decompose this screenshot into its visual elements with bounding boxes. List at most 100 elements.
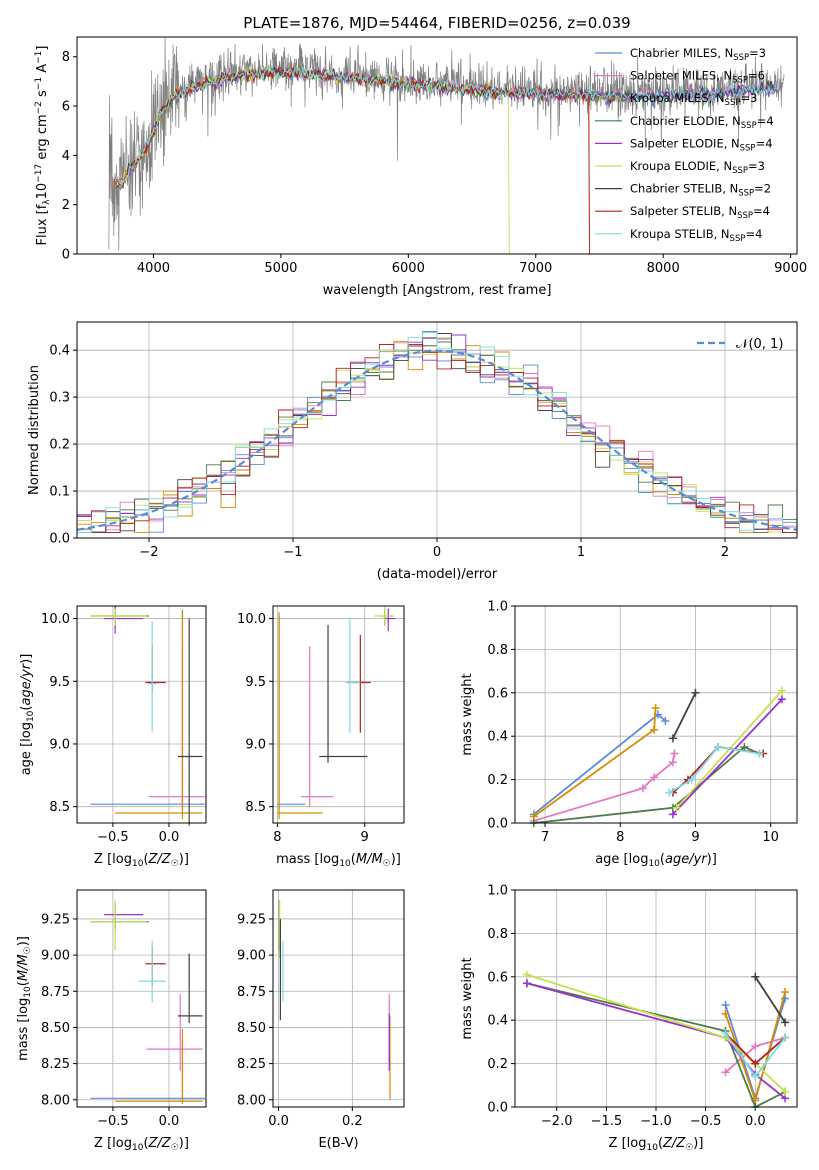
- y-tick-label: 0.2: [49, 438, 70, 453]
- x-axis-label: Z [log10(Z/Z☉)]: [609, 1136, 704, 1153]
- series-point: [670, 749, 679, 758]
- error-point-salpeter_stelib: [145, 946, 166, 986]
- error-point-salpeter_elodie: [103, 903, 144, 930]
- plot-area: [529, 686, 786, 827]
- x-tick-label: 8: [273, 830, 281, 845]
- y-tick-label: 8.5: [245, 800, 266, 815]
- series-point: [691, 688, 700, 697]
- series-point: [755, 749, 764, 758]
- error-point-kroupa_elodie: [374, 606, 394, 627]
- series-point: [522, 970, 531, 979]
- y-tick-label: 0.2: [487, 773, 508, 788]
- series-point: [740, 743, 749, 752]
- error-point-chabrier_miles: [90, 609, 205, 811]
- series-point: [781, 1087, 790, 1096]
- series-chabrier_stelib: [751, 972, 790, 1027]
- histogram-salpeter_stelib: [77, 344, 797, 533]
- error-point-kroupa_miles: [115, 612, 203, 820]
- x-tick-label: 0.2: [342, 1114, 363, 1129]
- y-tick-label: 1.0: [487, 884, 508, 899]
- series-point: [751, 1059, 760, 1068]
- plot-area: [108, 36, 785, 255]
- series-point: [777, 686, 786, 695]
- y-tick-label: 9.0: [245, 737, 266, 752]
- y-tick-label: 0.6: [487, 970, 508, 985]
- axes-frame: [514, 889, 798, 1108]
- x-tick-label: 0: [433, 545, 441, 560]
- model-line-kroupa_stelib: [118, 66, 777, 188]
- y-tick-label: 0.3: [49, 391, 70, 406]
- series-line: [526, 982, 786, 1109]
- series-line: [533, 713, 666, 816]
- error-point-kroupa_stelib: [147, 621, 157, 732]
- x-tick-label: 7: [541, 830, 549, 845]
- legend-label-chabrier_elodie: Chabrier ELODIE, NSSP=4: [630, 114, 774, 131]
- y-tick-label: 0.4: [487, 730, 508, 745]
- figure-title: PLATE=1876, MJD=54464, FIBERID=0256, z=0…: [243, 14, 630, 32]
- axes-z_mass: −0.5 0.0 8.00 8.25 8.50 8.75 9.00 9.25 Z [log10(…: [16, 889, 207, 1153]
- x-tick-label: −0.5: [97, 830, 129, 845]
- y-tick-label: 2: [62, 198, 70, 213]
- series-point: [665, 788, 674, 797]
- error-point-salpeter_miles: [300, 646, 334, 807]
- error-point-chabrier_elodie: [90, 907, 149, 930]
- legend-label-kroupa_stelib: Kroupa STELIB, NSSP=4: [630, 227, 762, 244]
- axes-frame: [76, 605, 207, 824]
- grid-lines: [273, 890, 404, 1107]
- y-tick-label: 9.5: [245, 675, 266, 690]
- x-tick-label: −0.5: [690, 1114, 722, 1129]
- y-tick-label: 0.4: [487, 1014, 508, 1029]
- series-line: [668, 746, 760, 794]
- series-point: [650, 725, 659, 734]
- axes-ebv_mass: 0.0 0.2 8.00 8.25 8.50 8.75 9.00 9.25 E(B-V): [237, 889, 405, 1151]
- series-salpeter_elodie: [668, 695, 786, 819]
- legend-label-kroupa_elodie: Kroupa ELODIE, NSSP=3: [630, 159, 765, 176]
- y-tick-label: 9.5: [49, 675, 70, 690]
- y-tick-label: 4: [62, 149, 70, 164]
- axes-frame: [272, 605, 405, 824]
- series-line: [672, 698, 783, 815]
- plot-area: [76, 331, 798, 533]
- series-kroupa_miles: [529, 703, 660, 821]
- series-point: [751, 972, 760, 981]
- plot-area: [90, 606, 205, 826]
- series-point: [781, 1033, 790, 1042]
- series-point: [651, 703, 660, 712]
- x-tick-label: 0.0: [159, 1114, 180, 1129]
- error-point-kroupa_stelib: [138, 940, 166, 1003]
- plot-area: [277, 606, 396, 820]
- series-line: [672, 692, 697, 739]
- y-tick-label: 0.0: [487, 817, 508, 832]
- series-point: [668, 734, 677, 743]
- y-tick-label: 9.00: [41, 949, 70, 964]
- series-point: [721, 1068, 730, 1077]
- axes-frame: [272, 889, 405, 1108]
- error-point-chabrier_stelib: [177, 953, 203, 1024]
- series-chabrier_stelib: [668, 688, 700, 743]
- y-tick-label: 1.0: [487, 600, 508, 615]
- x-tick-label: 5000: [264, 261, 297, 276]
- axes-mass_age: 8 9 8.5 9.0 9.5 10.0 mass [log10(M/M☉)]: [237, 605, 405, 869]
- y-axis-label: mass weight: [460, 957, 475, 1039]
- series-point: [672, 803, 681, 812]
- series-point: [522, 979, 531, 988]
- series-point: [668, 810, 677, 819]
- y-tick-label: 8.50: [41, 1021, 70, 1036]
- y-tick-label: 8.00: [237, 1093, 266, 1108]
- error-point-kroupa_miles: [277, 612, 323, 820]
- legend-label-kroupa_miles: Kroupa MILES, NSSP=3: [630, 91, 757, 108]
- legend-label-salpeter_miles: Salpeter MILES, NSSP=6: [630, 69, 765, 86]
- x-axis-label: Z [log10(Z/Z☉)]: [94, 1136, 189, 1153]
- series-chabrier_miles: [529, 710, 670, 819]
- grid-lines: [77, 606, 206, 823]
- error-point-chabrier_stelib: [177, 618, 203, 826]
- error-point-chabrier_elodie: [90, 606, 149, 629]
- y-tick-label: 0.4: [49, 344, 70, 359]
- x-axis-label: (data-model)/error: [377, 567, 498, 582]
- legend-label-salpeter_stelib: Salpeter STELIB, NSSP=4: [630, 204, 770, 221]
- error-point-kroupa_miles: [115, 1028, 203, 1105]
- series-point: [714, 743, 723, 752]
- y-tick-label: 10.0: [41, 612, 70, 627]
- error-point-salpeter_miles: [148, 646, 205, 807]
